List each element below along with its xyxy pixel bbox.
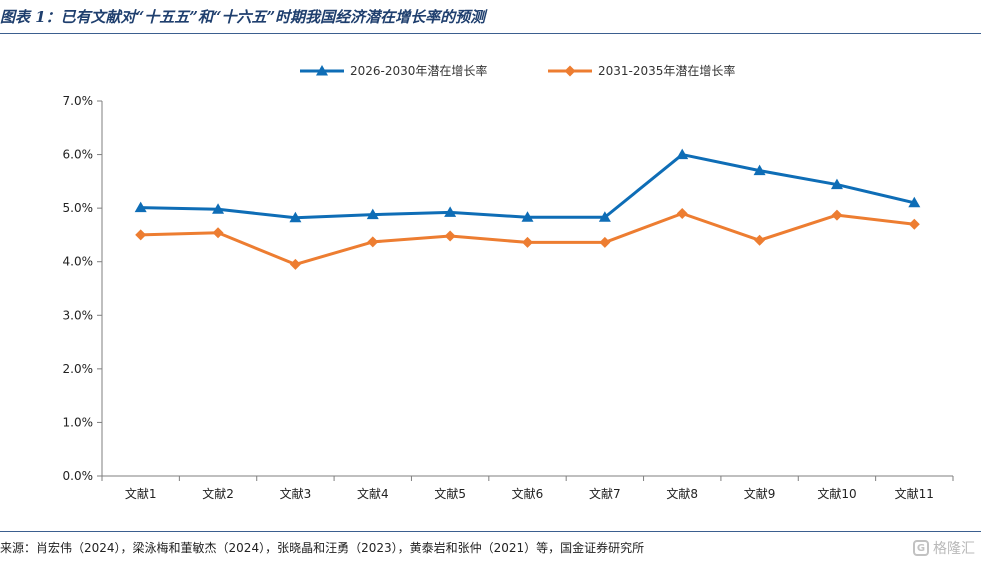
data-point (135, 229, 147, 241)
legend-label: 2031-2035年潜在增长率 (598, 63, 735, 78)
x-tick-label: 文献7 (589, 486, 621, 501)
x-tick-label: 文献2 (202, 486, 234, 501)
axes (97, 100, 954, 481)
data-point (676, 208, 688, 219)
data-point (908, 218, 920, 230)
x-tick-label: 文献10 (817, 486, 856, 501)
data-point (366, 208, 379, 220)
data-point (676, 148, 689, 160)
series (134, 148, 921, 270)
y-tick-label: 5.0% (63, 201, 94, 215)
line-chart: 0.0% 1.0% 2.0% 3.0% 4.0% 5.0% 6.0% 7.0% 文献1 文献2 文献… (63, 63, 954, 501)
y-tick-label: 1.0% (63, 415, 94, 429)
series-line (140, 153, 915, 220)
data-point (289, 211, 302, 223)
x-tick-label: 文献6 (512, 486, 544, 501)
watermark-logo-icon: G (913, 540, 929, 556)
y-tick-label: 3.0% (63, 308, 94, 322)
data-point (521, 211, 534, 222)
x-tick-label: 文献4 (357, 486, 389, 501)
data-point (908, 196, 921, 208)
x-tick-label: 文献11 (895, 486, 934, 501)
data-point (599, 236, 611, 248)
data-point (289, 258, 301, 270)
y-tick-label: 6.0% (63, 148, 94, 162)
data-point (753, 164, 766, 176)
x-tick-label: 文献8 (666, 486, 698, 501)
data-point (830, 178, 843, 190)
watermark: G 格隆汇 (913, 537, 975, 559)
legend-swatch-marker (564, 65, 576, 77)
legend-item-1: 2026-2030年潜在增长率 (300, 63, 487, 78)
y-tick-label: 2.0% (63, 362, 94, 376)
x-tick-label: 文献9 (744, 486, 776, 501)
title-divider (0, 33, 981, 34)
data-point (134, 201, 147, 213)
y-tick-label: 0.0% (63, 469, 94, 483)
legend-item-2: 2031-2035年潜在增长率 (548, 63, 735, 78)
x-tick-label: 文献1 (125, 486, 157, 501)
watermark-text: 格隆汇 (933, 541, 975, 557)
data-point (522, 236, 533, 248)
y-tick-label: 7.0% (63, 94, 94, 108)
footer-divider (0, 531, 981, 532)
source-note: 来源：肖宏伟（2024），梁泳梅和董敏杰（2024），张晓晶和汪勇（2023），… (0, 541, 645, 555)
chart-title: 图表 1：已有文献对“十五五”和“十六五”时期我国经济潜在增长率的预测 (0, 8, 486, 26)
series-2 (135, 208, 920, 270)
legend-swatch-marker (316, 65, 328, 76)
data-point (212, 227, 224, 239)
data-point (444, 230, 456, 242)
tick-labels: 0.0% 1.0% 2.0% 3.0% 4.0% 5.0% 6.0% 7.0% 文献1 文献2 文献… (63, 94, 934, 501)
data-point (831, 209, 843, 221)
data-point (367, 236, 379, 248)
series-1 (134, 148, 921, 223)
legend: 2026-2030年潜在增长率 2031-2035年潜在增长率 (300, 63, 735, 78)
data-point (598, 211, 611, 222)
data-point (754, 234, 766, 246)
x-tick-label: 文献3 (280, 486, 312, 501)
legend-label: 2026-2030年潜在增长率 (350, 63, 487, 78)
x-tick-label: 文献5 (434, 486, 466, 501)
data-point (444, 206, 457, 217)
data-point (212, 203, 225, 214)
y-tick-label: 4.0% (63, 255, 94, 269)
